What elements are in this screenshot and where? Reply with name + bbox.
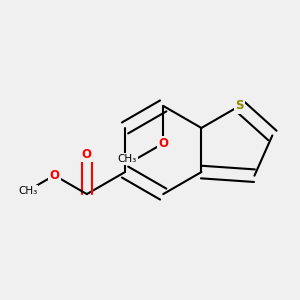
Text: O: O	[50, 169, 59, 182]
Text: O: O	[82, 148, 92, 161]
Text: O: O	[158, 137, 168, 150]
Text: CH₃: CH₃	[117, 154, 136, 164]
Text: CH₃: CH₃	[18, 186, 37, 196]
Text: S: S	[235, 99, 244, 112]
